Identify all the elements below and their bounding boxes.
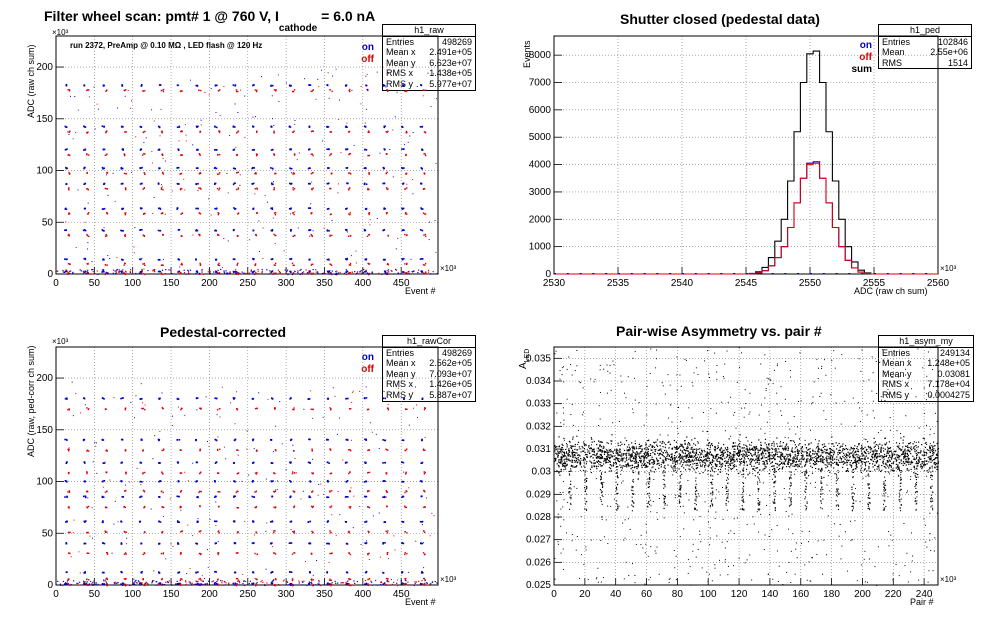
x-exponent: ×10³ <box>940 575 957 584</box>
stats-row: Mean y 0.03081 <box>882 368 970 379</box>
stats-row: Entries 249134 <box>882 347 970 358</box>
stats-row: RMS y 5.977e+07 <box>386 78 472 89</box>
legend: on off <box>352 42 374 66</box>
legend-on: on <box>361 42 374 53</box>
stats-name: h1_ped <box>879 25 971 37</box>
stats-row: RMS x 7.178e+04 <box>882 379 970 390</box>
x-exponent: ×10³ <box>940 264 957 273</box>
stats-row: RMS x 1.438e+05 <box>386 68 472 79</box>
legend-on: on <box>361 352 374 363</box>
stats-row: RMS 1514 <box>882 57 968 68</box>
legend-on: on <box>859 40 872 51</box>
panel-pedestal: Shutter closed (pedestal data) Events AD… <box>498 0 996 311</box>
x-exponent: ×10³ <box>440 264 457 273</box>
legend-sum: sum <box>851 64 872 75</box>
stats-name: h1_rawCor <box>383 336 475 348</box>
x-axis-label: Event # <box>405 597 436 607</box>
y-exponent: ×10³ <box>52 337 69 346</box>
stats-row: RMS y 5.887e+07 <box>386 389 472 400</box>
y-axis-label: ALED <box>518 348 531 369</box>
panel-asymmetry: Pair-wise Asymmetry vs. pair # ALED Pair… <box>498 311 996 622</box>
stats-row: Mean 2.55e+06 <box>882 47 968 58</box>
y-axis-label: ADC (raw, ped-corr ch sum) <box>26 345 36 457</box>
chart-title: Filter wheel scan: pmt# 1 @ 760 V, Icath… <box>44 8 376 34</box>
stats-box: h1_raw Entries 498269 Mean x 2.491e+05 Mea… <box>382 24 476 91</box>
stats-row: Entries 498269 <box>386 347 472 358</box>
x-axis-label: Event # <box>405 286 436 296</box>
stats-row: Mean y 6.623e+07 <box>386 57 472 68</box>
chart-title: Pair-wise Asymmetry vs. pair # <box>616 323 822 339</box>
stats-row: Mean x 1.248e+05 <box>882 358 970 369</box>
stats-row: Mean x 2.562e+05 <box>386 358 472 369</box>
panel-pedestal-corrected: Pedestal-corrected ×10³ ADC (raw, ped-co… <box>0 311 498 622</box>
stats-row: Mean x 2.491e+05 <box>386 47 472 58</box>
run-annotation: run 2372, PreAmp @ 0.10 MΩ , LED flash @… <box>70 41 263 50</box>
legend-off: off <box>361 364 374 375</box>
legend: on off sum <box>846 40 872 76</box>
y-axis-label: ADC (raw ch sum) <box>26 44 36 118</box>
stats-row: Mean y 7.093e+07 <box>386 368 472 379</box>
chart-title: Shutter closed (pedestal data) <box>620 11 820 27</box>
x-exponent: ×10³ <box>440 575 457 584</box>
x-axis-label: ADC (raw ch sum) <box>854 286 928 296</box>
stats-row: Entries 102846 <box>882 36 968 47</box>
legend-off: off <box>859 52 872 63</box>
stats-box: h1_ped Entries 102846 Mean 2.55e+06 RMS 151… <box>878 24 972 70</box>
panel-filter-wheel: Filter wheel scan: pmt# 1 @ 760 V, Icath… <box>0 0 498 311</box>
chart-title: Pedestal-corrected <box>160 324 287 340</box>
stats-name: h1_raw <box>383 25 475 37</box>
x-axis-label: Pair # <box>910 597 934 607</box>
y-axis-label: Events <box>522 40 532 68</box>
stats-box: h1_asym_my Entries 249134 Mean x 1.248e+05… <box>878 335 974 402</box>
legend: on off <box>352 352 374 376</box>
y-exponent: ×10³ <box>52 28 69 37</box>
stats-row: RMS x 1.426e+05 <box>386 379 472 390</box>
stats-row: RMS y 0.0004275 <box>882 389 970 400</box>
legend-off: off <box>361 54 374 65</box>
stats-row: Entries 498269 <box>386 36 472 47</box>
stats-name: h1_asym_my <box>879 336 973 348</box>
stats-box: h1_rawCor Entries 498269 Mean x 2.562e+05 … <box>382 335 476 402</box>
